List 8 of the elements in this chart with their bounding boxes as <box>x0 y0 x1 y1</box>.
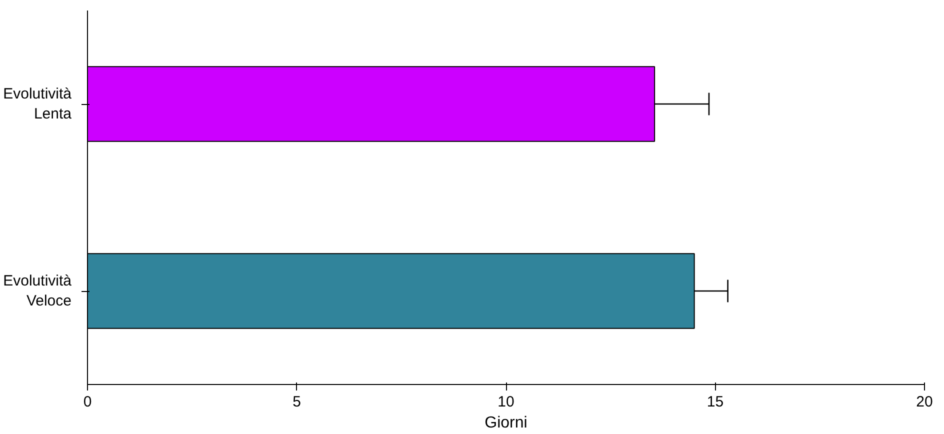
y-tick-label: Evolutività Veloce <box>3 272 72 310</box>
y-tick-label: Evolutività Lenta <box>3 85 72 123</box>
x-axis-title: Giorni <box>484 414 528 432</box>
x-tick-label: 5 <box>292 394 301 410</box>
x-tick-label: 10 <box>498 394 514 410</box>
x-tick-label: 0 <box>83 394 92 410</box>
x-tick-label: 20 <box>916 394 933 410</box>
x-tick-label: 15 <box>706 394 724 410</box>
